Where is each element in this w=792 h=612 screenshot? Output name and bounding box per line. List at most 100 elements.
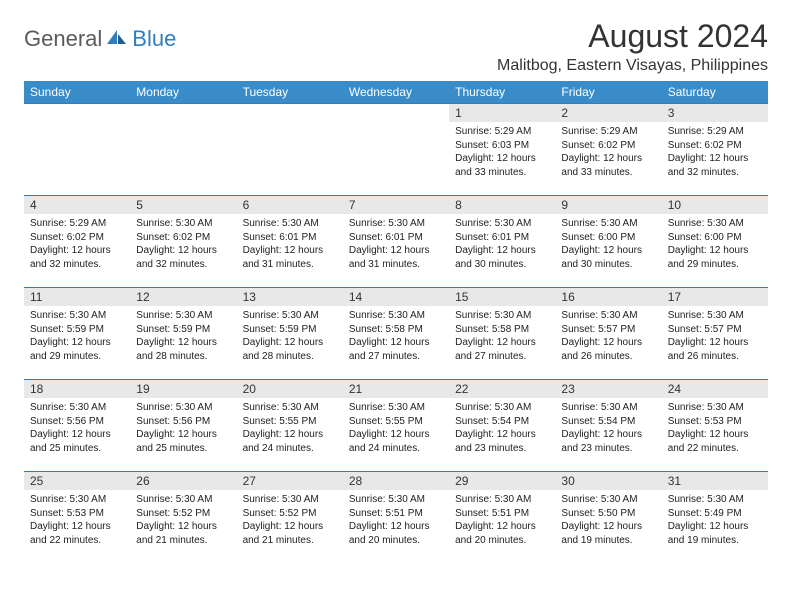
calendar-cell: 5Sunrise: 5:30 AMSunset: 6:02 PMDaylight… bbox=[130, 196, 236, 288]
calendar-cell: 3Sunrise: 5:29 AMSunset: 6:02 PMDaylight… bbox=[662, 104, 768, 196]
calendar-body: 1Sunrise: 5:29 AMSunset: 6:03 PMDaylight… bbox=[24, 104, 768, 564]
day-info: Sunrise: 5:30 AMSunset: 5:53 PMDaylight:… bbox=[24, 490, 130, 550]
calendar-cell: 30Sunrise: 5:30 AMSunset: 5:50 PMDayligh… bbox=[555, 472, 661, 564]
calendar-table: Sunday Monday Tuesday Wednesday Thursday… bbox=[24, 81, 768, 564]
page-header: General Blue August 2024 Malitbog, Easte… bbox=[24, 18, 768, 75]
day-info: Sunrise: 5:30 AMSunset: 5:59 PMDaylight:… bbox=[237, 306, 343, 366]
day-number: 19 bbox=[130, 380, 236, 398]
day-info: Sunrise: 5:30 AMSunset: 5:54 PMDaylight:… bbox=[449, 398, 555, 458]
day-info: Sunrise: 5:30 AMSunset: 6:00 PMDaylight:… bbox=[662, 214, 768, 274]
day-info: Sunrise: 5:30 AMSunset: 5:50 PMDaylight:… bbox=[555, 490, 661, 550]
day-info: Sunrise: 5:30 AMSunset: 5:57 PMDaylight:… bbox=[662, 306, 768, 366]
day-number: 31 bbox=[662, 472, 768, 490]
calendar-week: 25Sunrise: 5:30 AMSunset: 5:53 PMDayligh… bbox=[24, 472, 768, 564]
day-number: 14 bbox=[343, 288, 449, 306]
calendar-cell: 26Sunrise: 5:30 AMSunset: 5:52 PMDayligh… bbox=[130, 472, 236, 564]
day-info: Sunrise: 5:30 AMSunset: 5:56 PMDaylight:… bbox=[130, 398, 236, 458]
day-info: Sunrise: 5:29 AMSunset: 6:02 PMDaylight:… bbox=[555, 122, 661, 182]
day-number: 6 bbox=[237, 196, 343, 214]
day-number: 24 bbox=[662, 380, 768, 398]
day-info: Sunrise: 5:30 AMSunset: 5:59 PMDaylight:… bbox=[130, 306, 236, 366]
day-info: Sunrise: 5:30 AMSunset: 6:00 PMDaylight:… bbox=[555, 214, 661, 274]
day-number: 18 bbox=[24, 380, 130, 398]
calendar-week: 1Sunrise: 5:29 AMSunset: 6:03 PMDaylight… bbox=[24, 104, 768, 196]
day-number: 3 bbox=[662, 104, 768, 122]
calendar-cell: 19Sunrise: 5:30 AMSunset: 5:56 PMDayligh… bbox=[130, 380, 236, 472]
calendar-cell: 9Sunrise: 5:30 AMSunset: 6:00 PMDaylight… bbox=[555, 196, 661, 288]
calendar-cell: 31Sunrise: 5:30 AMSunset: 5:49 PMDayligh… bbox=[662, 472, 768, 564]
calendar-cell: 29Sunrise: 5:30 AMSunset: 5:51 PMDayligh… bbox=[449, 472, 555, 564]
day-header: Monday bbox=[130, 81, 236, 104]
calendar-cell: 12Sunrise: 5:30 AMSunset: 5:59 PMDayligh… bbox=[130, 288, 236, 380]
day-info: Sunrise: 5:29 AMSunset: 6:02 PMDaylight:… bbox=[24, 214, 130, 274]
brand-blue: Blue bbox=[132, 26, 176, 52]
calendar-cell: 28Sunrise: 5:30 AMSunset: 5:51 PMDayligh… bbox=[343, 472, 449, 564]
calendar-cell: 2Sunrise: 5:29 AMSunset: 6:02 PMDaylight… bbox=[555, 104, 661, 196]
day-info: Sunrise: 5:30 AMSunset: 5:49 PMDaylight:… bbox=[662, 490, 768, 550]
day-info: Sunrise: 5:30 AMSunset: 5:58 PMDaylight:… bbox=[343, 306, 449, 366]
calendar-cell: 18Sunrise: 5:30 AMSunset: 5:56 PMDayligh… bbox=[24, 380, 130, 472]
calendar-week: 4Sunrise: 5:29 AMSunset: 6:02 PMDaylight… bbox=[24, 196, 768, 288]
day-header: Sunday bbox=[24, 81, 130, 104]
calendar-cell: 15Sunrise: 5:30 AMSunset: 5:58 PMDayligh… bbox=[449, 288, 555, 380]
month-title: August 2024 bbox=[497, 18, 768, 55]
day-number: 13 bbox=[237, 288, 343, 306]
day-info: Sunrise: 5:30 AMSunset: 5:51 PMDaylight:… bbox=[449, 490, 555, 550]
brand-general: General bbox=[24, 26, 102, 52]
day-header: Wednesday bbox=[343, 81, 449, 104]
day-number: 5 bbox=[130, 196, 236, 214]
calendar-cell bbox=[130, 104, 236, 196]
calendar-cell bbox=[237, 104, 343, 196]
calendar-cell: 27Sunrise: 5:30 AMSunset: 5:52 PMDayligh… bbox=[237, 472, 343, 564]
day-number: 25 bbox=[24, 472, 130, 490]
day-number: 28 bbox=[343, 472, 449, 490]
day-number: 16 bbox=[555, 288, 661, 306]
day-info: Sunrise: 5:30 AMSunset: 5:55 PMDaylight:… bbox=[343, 398, 449, 458]
day-number: 20 bbox=[237, 380, 343, 398]
day-number: 26 bbox=[130, 472, 236, 490]
calendar-cell: 21Sunrise: 5:30 AMSunset: 5:55 PMDayligh… bbox=[343, 380, 449, 472]
day-info: Sunrise: 5:30 AMSunset: 5:53 PMDaylight:… bbox=[662, 398, 768, 458]
day-info: Sunrise: 5:30 AMSunset: 5:52 PMDaylight:… bbox=[130, 490, 236, 550]
day-info: Sunrise: 5:30 AMSunset: 6:01 PMDaylight:… bbox=[343, 214, 449, 274]
brand-sail-icon bbox=[106, 28, 128, 51]
day-info: Sunrise: 5:30 AMSunset: 5:59 PMDaylight:… bbox=[24, 306, 130, 366]
day-number: 23 bbox=[555, 380, 661, 398]
calendar-cell: 20Sunrise: 5:30 AMSunset: 5:55 PMDayligh… bbox=[237, 380, 343, 472]
day-info: Sunrise: 5:30 AMSunset: 6:01 PMDaylight:… bbox=[449, 214, 555, 274]
day-number: 29 bbox=[449, 472, 555, 490]
location: Malitbog, Eastern Visayas, Philippines bbox=[497, 57, 768, 75]
calendar-cell bbox=[343, 104, 449, 196]
calendar-cell: 7Sunrise: 5:30 AMSunset: 6:01 PMDaylight… bbox=[343, 196, 449, 288]
day-number: 9 bbox=[555, 196, 661, 214]
day-number: 27 bbox=[237, 472, 343, 490]
day-number: 11 bbox=[24, 288, 130, 306]
day-header-row: Sunday Monday Tuesday Wednesday Thursday… bbox=[24, 81, 768, 104]
calendar-cell: 10Sunrise: 5:30 AMSunset: 6:00 PMDayligh… bbox=[662, 196, 768, 288]
calendar-cell: 17Sunrise: 5:30 AMSunset: 5:57 PMDayligh… bbox=[662, 288, 768, 380]
day-info: Sunrise: 5:30 AMSunset: 5:56 PMDaylight:… bbox=[24, 398, 130, 458]
calendar-cell: 13Sunrise: 5:30 AMSunset: 5:59 PMDayligh… bbox=[237, 288, 343, 380]
day-info: Sunrise: 5:29 AMSunset: 6:02 PMDaylight:… bbox=[662, 122, 768, 182]
day-number: 1 bbox=[449, 104, 555, 122]
calendar-cell: 6Sunrise: 5:30 AMSunset: 6:01 PMDaylight… bbox=[237, 196, 343, 288]
title-block: August 2024 Malitbog, Eastern Visayas, P… bbox=[497, 18, 768, 75]
day-number: 17 bbox=[662, 288, 768, 306]
day-number: 4 bbox=[24, 196, 130, 214]
day-number: 8 bbox=[449, 196, 555, 214]
day-info: Sunrise: 5:30 AMSunset: 6:02 PMDaylight:… bbox=[130, 214, 236, 274]
day-header: Saturday bbox=[662, 81, 768, 104]
day-number: 2 bbox=[555, 104, 661, 122]
calendar-week: 11Sunrise: 5:30 AMSunset: 5:59 PMDayligh… bbox=[24, 288, 768, 380]
calendar-cell: 23Sunrise: 5:30 AMSunset: 5:54 PMDayligh… bbox=[555, 380, 661, 472]
calendar-cell: 25Sunrise: 5:30 AMSunset: 5:53 PMDayligh… bbox=[24, 472, 130, 564]
day-number: 22 bbox=[449, 380, 555, 398]
calendar-cell: 22Sunrise: 5:30 AMSunset: 5:54 PMDayligh… bbox=[449, 380, 555, 472]
day-number: 21 bbox=[343, 380, 449, 398]
day-info: Sunrise: 5:30 AMSunset: 5:52 PMDaylight:… bbox=[237, 490, 343, 550]
calendar-cell: 24Sunrise: 5:30 AMSunset: 5:53 PMDayligh… bbox=[662, 380, 768, 472]
day-header: Tuesday bbox=[237, 81, 343, 104]
day-info: Sunrise: 5:30 AMSunset: 5:57 PMDaylight:… bbox=[555, 306, 661, 366]
calendar-week: 18Sunrise: 5:30 AMSunset: 5:56 PMDayligh… bbox=[24, 380, 768, 472]
day-number: 30 bbox=[555, 472, 661, 490]
